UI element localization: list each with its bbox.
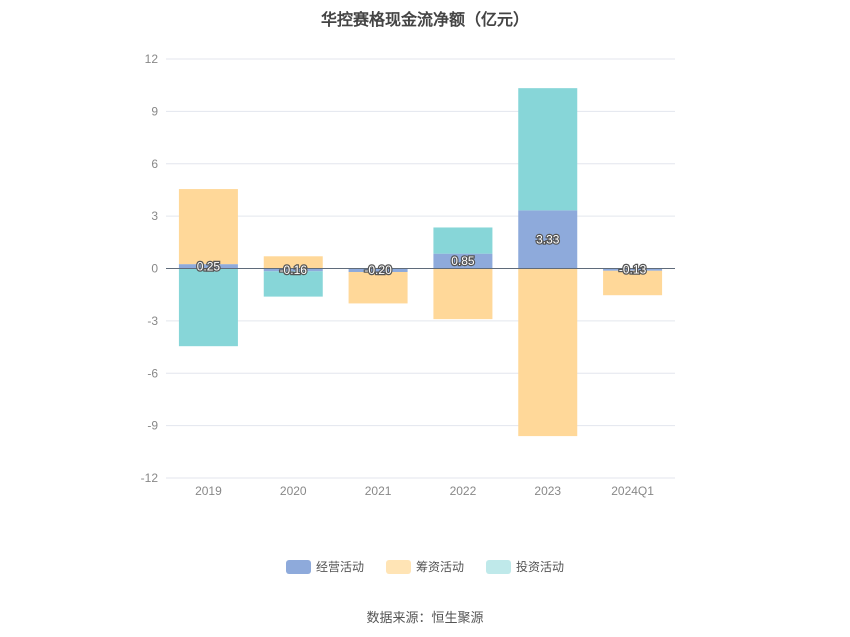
x-tick-label: 2023 (534, 484, 561, 498)
legend-item-investing[interactable]: 投资活动 (486, 558, 564, 575)
x-tick-label: 2022 (450, 484, 477, 498)
bar-operating[interactable] (518, 210, 578, 269)
bar-operating[interactable] (348, 268, 408, 272)
y-tick-label: -12 (141, 471, 159, 485)
y-tick-label: -3 (147, 314, 158, 328)
bar-financing[interactable] (518, 268, 578, 437)
y-tick-label: 12 (145, 52, 159, 66)
legend-label-investing: 投资活动 (516, 560, 565, 574)
data-label-operating: 3.33 (536, 232, 560, 246)
y-tick-label: 3 (151, 209, 158, 223)
bar-financing[interactable] (348, 271, 408, 304)
bar-financing[interactable] (433, 268, 493, 320)
data-label-operating: 0.85 (451, 254, 475, 268)
bar-operating[interactable] (603, 268, 663, 271)
y-tick-label: -9 (147, 419, 158, 433)
bar-investing[interactable] (178, 268, 238, 347)
legend-item-operating[interactable]: 经营活动 (285, 558, 364, 575)
data-label-operating: -0.13 (619, 263, 647, 277)
y-tick-label: 0 (151, 262, 158, 276)
x-tick-label: 2021 (365, 484, 392, 498)
x-tick-label: 2020 (280, 484, 307, 498)
data-label-operating: -0.20 (364, 263, 392, 277)
bar-operating[interactable] (433, 253, 493, 269)
bar-financing[interactable] (178, 189, 238, 265)
data-label-operating: 0.25 (197, 259, 221, 273)
y-tick-label: 6 (151, 157, 158, 171)
legend-label-operating: 经营活动 (315, 560, 364, 574)
bar-operating[interactable] (178, 264, 238, 269)
bar-investing[interactable] (263, 271, 323, 297)
legend-swatch-investing (486, 559, 511, 574)
x-tick-label: 2024Q1 (611, 484, 654, 498)
bar-financing[interactable] (263, 256, 323, 269)
legend-label-financing: 筹资活动 (415, 560, 464, 574)
data-label-operating: -0.16 (280, 263, 308, 277)
bar-financing[interactable] (603, 270, 663, 296)
bar-operating[interactable] (263, 268, 323, 272)
bar-investing[interactable] (433, 227, 493, 254)
chart-title: 华控赛格现金流净额（亿元） (320, 10, 529, 29)
legend-swatch-financing (385, 559, 411, 574)
legend-item-financing[interactable]: 筹资活动 (385, 558, 464, 575)
source-note: 数据来源：恒生聚源 (366, 611, 484, 626)
legend: 经营活动 筹资活动 投资活动 (0, 558, 850, 575)
bar-investing[interactable] (518, 88, 578, 211)
y-tick-label: 9 (151, 104, 158, 118)
y-tick-label: -6 (147, 366, 158, 380)
x-tick-label: 2019 (195, 484, 222, 498)
legend-swatch-operating (285, 559, 311, 574)
